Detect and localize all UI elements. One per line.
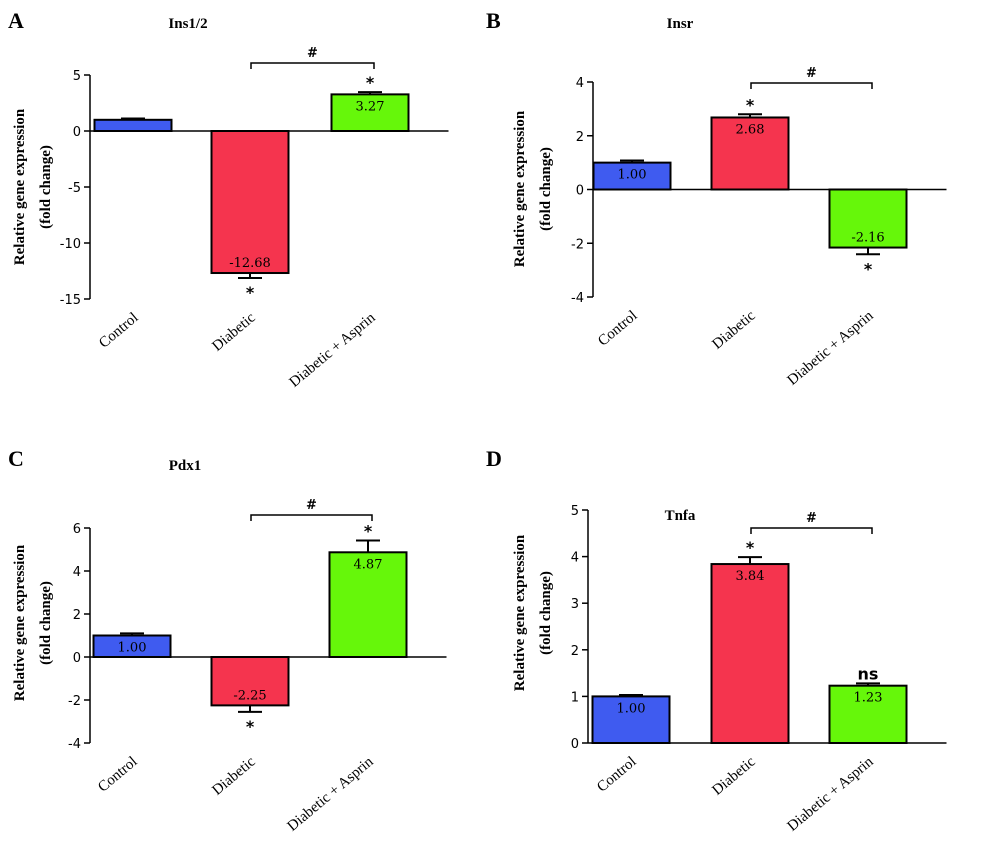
hash-marker: # [306,498,317,513]
y-axis-label-line2: (fold change) [38,581,54,665]
y-axis-label-line1: Relative gene expression [512,534,528,691]
bar-aspirin [328,551,408,658]
y-axis-label-line2: (fold change) [538,147,554,231]
value-label-control: 1.00 [618,168,647,183]
value-label-aspirin: 3.27 [356,99,385,114]
bar-control [93,118,173,133]
hash-marker: # [806,66,817,81]
y-tick-label: -2 [68,694,81,709]
chart-title: Ins1/2 [168,16,207,32]
y-axis-label-line2: (fold change) [38,145,54,229]
y-tick-label: -5 [68,181,81,196]
panel-letter: B [486,8,501,33]
y-tick-label: 4 [73,565,81,580]
value-label-diabetic: 3.84 [736,569,765,584]
y-tick-label: -15 [60,293,81,308]
bar-aspirin [828,684,908,745]
hash-marker: # [307,46,318,61]
y-axis-label: Relative gene expression (fold change) [12,108,54,265]
y-tick-label: 0 [73,651,81,666]
hash-marker: # [806,511,817,526]
y-axis-label-line1: Relative gene expression [12,108,28,265]
bar-aspirin [828,188,908,249]
y-tick-label: 3 [571,597,579,612]
value-label-aspirin: 4.87 [354,557,383,572]
y-tick-label: 0 [576,184,584,199]
chart-title: Tnfa [665,508,696,524]
chart-title: Pdx1 [169,458,202,474]
panel-letter: A [8,8,24,33]
significance-star: * [746,95,755,114]
significance-star: * [364,521,373,540]
panel-c: C Pdx1 Relative gene expression (fold chang… [8,446,447,835]
x-category-label: Diabetic + Asprin [784,753,876,834]
x-category-label: Control [595,308,640,350]
comparison-bracket [750,527,873,534]
y-tick-label: -4 [571,291,584,306]
bar-diabetic [210,130,290,275]
x-category-label: Diabetic [209,310,258,355]
value-label-control: 1.00 [118,641,147,656]
value-label-diabetic: -12.68 [229,256,271,271]
significance-star: * [746,538,755,557]
bar-control [592,161,672,191]
x-category-label: Diabetic + Asprin [286,309,378,390]
x-category-label: Control [594,754,639,796]
panel-d: D Tnfa Relative gene expression (fold chang… [486,446,947,835]
panel-b: B Insr Relative gene expression (fold chang… [486,8,947,389]
value-label-aspirin: 1.23 [854,691,883,706]
y-axis-label-line1: Relative gene expression [12,544,28,701]
value-label-diabetic: -2.25 [233,688,266,703]
y-tick-label: 2 [576,130,584,145]
y-tick-label: 0 [571,737,579,752]
x-category-label: Diabetic [709,308,758,353]
value-label-aspirin: -2.16 [851,231,884,246]
ns-marker: ns [858,664,879,683]
chart-title: Insr [667,16,694,32]
comparison-bracket [250,514,373,521]
y-tick-label: 6 [73,522,81,537]
y-axis-label: Relative gene expression (fold change) [512,534,554,691]
y-tick-label: -10 [60,237,81,252]
panel-letter: D [486,446,502,471]
comparison-bracket [250,62,375,69]
value-label-diabetic: 2.68 [736,122,765,137]
y-tick-label: 4 [571,551,579,566]
x-category-label: Control [96,310,141,352]
y-axis-label: Relative gene expression (fold change) [12,544,54,701]
x-category-label: Diabetic [209,754,258,799]
bar-control [591,695,671,745]
panel-letter: C [8,446,24,471]
bar-diabetic [710,563,790,745]
comparison-bracket [750,82,873,89]
significance-star: * [246,283,255,302]
y-tick-label: 2 [571,644,579,659]
panel-a: A Ins1/2 Relative gene expression (fold cha… [8,8,449,391]
x-category-label: Diabetic [709,754,758,799]
y-axis-label-line2: (fold change) [538,571,554,655]
y-tick-label: 0 [73,125,81,140]
x-category-label: Diabetic + Asprin [284,753,376,834]
y-tick-label: 5 [73,69,81,84]
x-category-label: Diabetic + Asprin [784,307,876,388]
significance-star: * [366,73,375,92]
significance-star: * [864,259,873,278]
y-axis-label: Relative gene expression (fold change) [512,110,554,267]
x-category-label: Control [95,754,140,796]
y-tick-label: -2 [571,237,584,252]
significance-star: * [246,717,255,736]
y-tick-label: 1 [571,690,579,705]
value-label-control: 1.00 [617,701,646,716]
y-tick-label: 4 [576,76,584,91]
y-tick-label: 5 [571,504,579,519]
y-axis-label-line1: Relative gene expression [512,110,528,267]
y-tick-label: -4 [68,737,81,752]
y-tick-label: 2 [73,608,81,623]
